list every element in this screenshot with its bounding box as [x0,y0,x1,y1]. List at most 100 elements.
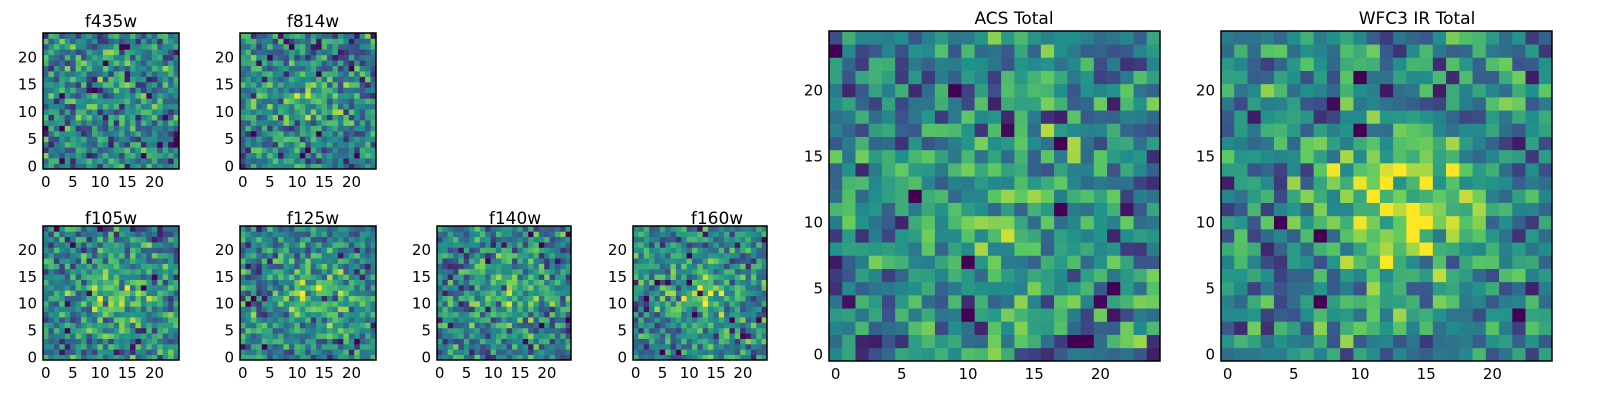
heatmap-cell [1080,176,1095,190]
heatmap-cell [1054,347,1068,362]
heatmap-cell [294,301,301,307]
heatmap-cell [908,229,923,243]
heatmap-cell [305,130,312,137]
heatmap-cell [740,263,746,270]
heatmap-cell [283,306,290,313]
heatmap-cell [53,60,60,66]
heatmap-cell [1379,189,1394,203]
heatmap-cell [686,263,693,270]
heatmap-cell [1379,176,1394,190]
heatmap-cell [294,136,301,143]
heatmap-cell [261,284,268,291]
heatmap-cell [665,242,671,248]
panel-title: f814w [287,12,339,32]
heatmap-cell [146,279,153,286]
heatmap-cell [173,343,180,350]
heatmap-cell [724,306,730,313]
heatmap-cell [283,33,290,39]
heatmap-cell [829,123,843,137]
heatmap-cell [299,263,306,270]
heatmap-cell [1107,136,1121,151]
heatmap-cell [370,327,377,334]
heatmap-cell [108,263,115,270]
heatmap-cell [1379,242,1394,256]
heatmap-cell [1379,255,1394,269]
heatmap-cell [756,258,762,264]
heatmap-cell [305,349,312,355]
heatmap-cell [64,163,71,170]
heatmap-cell [1014,136,1028,151]
heatmap-cell [48,354,55,361]
heatmap-cell [1353,308,1367,322]
heatmap-cell [654,311,661,318]
heatmap-cell [267,125,273,132]
heatmap-cell [261,327,268,334]
heatmap-cell [921,31,936,45]
heatmap-cell [173,125,180,132]
heatmap-cell [337,60,344,66]
heatmap-cell [343,125,350,132]
heatmap-cell [463,268,470,275]
heatmap-cell [458,338,465,345]
heatmap-cell [310,71,317,77]
heatmap-cell [1472,281,1487,296]
heatmap-cell [560,343,566,350]
y-tick-label: 20 [18,48,37,66]
heatmap-cell [75,242,82,248]
heatmap-cell [934,123,949,137]
heatmap-cell [108,279,115,286]
heatmap-cell [921,268,936,283]
heatmap-cell [868,308,883,322]
heatmap-cell [130,290,136,297]
heatmap-cell [113,295,120,302]
heatmap-cell [1093,229,1108,243]
heatmap-cell [48,290,55,297]
heatmap-cell [102,141,109,148]
heatmap-cell [310,130,317,137]
heatmap-cell [522,333,529,339]
heatmap-cell [1234,334,1248,349]
heatmap-cell [750,247,757,254]
heatmap-cell [538,317,545,323]
heatmap-cell [881,163,896,177]
heatmap-cell [1221,321,1235,335]
heatmap-cell [59,103,66,110]
heatmap-cell [734,311,741,318]
heatmap-cell [119,147,125,154]
heatmap-cell [1040,176,1055,190]
heatmap-cell [1107,163,1121,177]
heatmap-cell [337,247,344,254]
heatmap-cell [1379,268,1394,283]
heatmap-cell [659,349,666,355]
heatmap-cell [272,109,279,115]
heatmap-cell [97,120,104,126]
heatmap-cell [97,301,104,307]
heatmap-cell [1014,295,1028,309]
heatmap-cell [1432,281,1447,296]
heatmap-cell [48,87,55,94]
heatmap-cell [261,236,268,243]
heatmap-cell [256,71,263,77]
heatmap-cell [1234,347,1248,362]
heatmap-cell [272,38,279,45]
heatmap-cell [1419,189,1434,203]
heatmap-cell [533,354,540,361]
heatmap-cell [337,354,344,361]
heatmap-cell [108,317,115,323]
heatmap-cell [842,97,856,111]
heatmap-cell [102,327,109,334]
heatmap-cell [354,71,361,77]
heatmap-cell [278,120,284,126]
heatmap-cell [370,349,377,355]
heatmap-cell [48,103,55,110]
heatmap-cell [538,242,545,248]
heatmap-cell [1472,242,1487,256]
heatmap-cell [560,252,566,259]
heatmap-cell [745,343,752,350]
heatmap-cell [1080,215,1095,230]
heatmap-cell [245,263,252,270]
heatmap-cell [64,242,71,248]
heatmap-cell [512,343,518,350]
heatmap-cell [48,65,55,72]
heatmap-cell [332,295,339,302]
